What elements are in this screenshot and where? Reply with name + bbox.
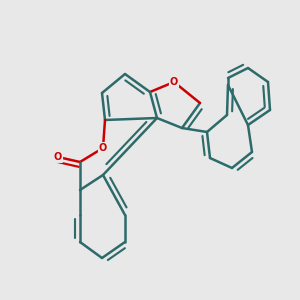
Text: O: O [170, 77, 178, 87]
Text: O: O [54, 152, 62, 162]
Text: O: O [99, 143, 107, 153]
